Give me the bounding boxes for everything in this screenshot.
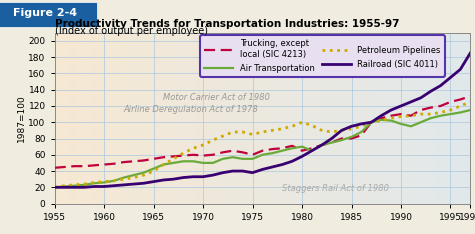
FancyBboxPatch shape xyxy=(0,2,97,27)
Text: (Index of output per employee): (Index of output per employee) xyxy=(55,26,208,36)
Text: Productivity Trends for Transportation Industries: 1955-97: Productivity Trends for Transportation I… xyxy=(55,19,399,29)
Text: Staggers Rail Act of 1980: Staggers Rail Act of 1980 xyxy=(282,183,389,193)
Y-axis label: 1987=100: 1987=100 xyxy=(17,94,26,142)
Text: Figure 2-4: Figure 2-4 xyxy=(13,8,77,18)
Legend: Trucking, except
local (SIC 4213), Air Transportation, Petroleum Pipelines, Rail: Trucking, except local (SIC 4213), Air T… xyxy=(200,35,445,77)
Text: Airline Deregulation Act of 1978: Airline Deregulation Act of 1978 xyxy=(124,105,259,114)
Text: Motor Carrier Act of 1980: Motor Carrier Act of 1980 xyxy=(163,93,270,102)
